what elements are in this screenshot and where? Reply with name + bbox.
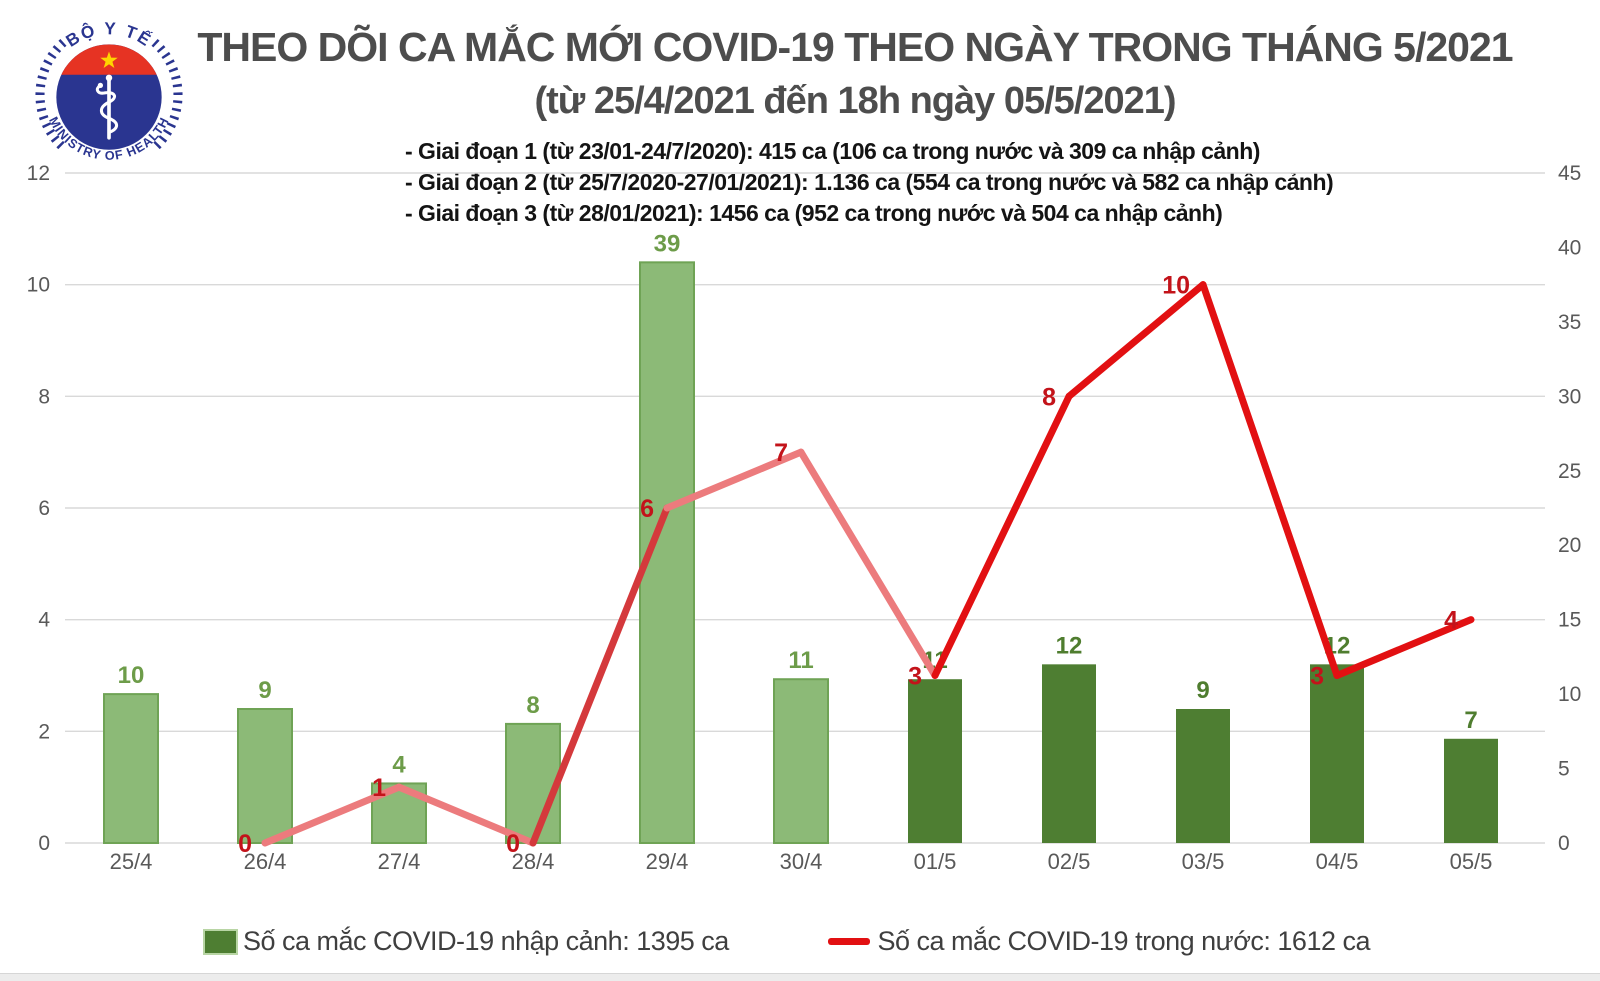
- y-tick-label-right: 30: [1558, 385, 1581, 408]
- line-value-label: 0: [238, 830, 252, 858]
- legend-bar-swatch-icon: [203, 928, 238, 955]
- line-value-label: 3: [1310, 663, 1324, 691]
- line-segment: [1199, 281, 1341, 679]
- y-tick-label-left: 0: [38, 832, 50, 855]
- bar-value-label: 11: [788, 647, 813, 674]
- line-segment: [1065, 281, 1207, 400]
- line-segment: [395, 783, 537, 847]
- x-tick-label: 04/5: [1316, 849, 1359, 874]
- line-segment: [797, 448, 939, 679]
- line-segment: [529, 504, 671, 847]
- y-tick-label-right: 45: [1558, 162, 1581, 185]
- x-tick-label: 26/4: [244, 849, 287, 874]
- x-tick-label: 28/4: [512, 849, 555, 874]
- x-tick-label: 25/4: [110, 849, 153, 874]
- line-segment: [663, 448, 805, 512]
- legend-label-imported: Số ca mắc COVID-19 nhập cảnh: 1395 ca: [243, 926, 729, 956]
- x-tick-label: 02/5: [1048, 849, 1091, 874]
- y-tick-label-left: 4: [38, 609, 50, 632]
- line-segment: [1333, 616, 1475, 679]
- phase-1-summary: - Giai đoạn 1 (từ 23/01-24/7/2020): 415 …: [405, 138, 1260, 164]
- bar: [1310, 664, 1364, 843]
- line-segment: [931, 392, 1073, 679]
- y-tick-label-left: 8: [38, 385, 50, 408]
- chart-legend: Số ca mắc COVID-19 nhập cảnh: 1395 ca Số…: [203, 926, 1370, 957]
- x-tick-label: 03/5: [1182, 849, 1225, 874]
- y-tick-label-left: 10: [27, 274, 50, 297]
- logo-snake-head: [97, 82, 104, 89]
- y-tick-label-right: 40: [1558, 236, 1581, 259]
- logo-snake-icon: [95, 84, 119, 135]
- line-value-label: 6: [640, 495, 654, 523]
- line-value-label: 3: [908, 663, 922, 691]
- cropped-bottom-edge: [0, 973, 1600, 981]
- bar-value-label: 9: [1196, 677, 1209, 704]
- line-segment: [261, 783, 403, 847]
- line-value-label: 10: [1162, 272, 1190, 300]
- bar: [237, 708, 293, 844]
- bar-value-label: 4: [392, 751, 406, 778]
- phase-3-summary: - Giai đoạn 3 (từ 28/01/2021): 1456 ca (…: [405, 200, 1223, 226]
- legend-item-domestic-cases: Số ca mắc COVID-19 trong nước: 1612 ca: [828, 926, 1370, 957]
- y-tick-label-right: 35: [1558, 311, 1581, 334]
- y-tick-label-right: 15: [1558, 609, 1581, 632]
- legend-line-swatch-icon: [828, 938, 871, 945]
- y-tick-label-right: 10: [1558, 683, 1581, 706]
- bar: [505, 722, 561, 845]
- logo-star-icon: [100, 51, 118, 68]
- bar: [908, 679, 962, 843]
- bar: [1444, 738, 1498, 843]
- legend-item-imported-cases: Số ca mắc COVID-19 nhập cảnh: 1395 ca: [203, 926, 729, 957]
- header-block: THEO DÕI CA MẮC MỚI COVID-19 THEO NGÀY T…: [190, 22, 1520, 124]
- bar: [773, 678, 829, 844]
- bar-value-label: 12: [1056, 632, 1083, 659]
- y-tick-label-right: 25: [1558, 460, 1581, 483]
- bar-value-label: 8: [526, 692, 539, 719]
- ministry-of-health-logo: BỘ Y TẾ MINISTRY OF HEALTH: [35, 18, 183, 163]
- bar-value-label: 10: [118, 662, 145, 689]
- y-tick-label-left: 12: [27, 162, 50, 185]
- y-tick-label-left: 6: [38, 497, 50, 520]
- page-subtitle: (từ 25/4/2021 đến 18h ngày 05/5/2021): [534, 80, 1176, 122]
- bar: [1176, 709, 1230, 843]
- x-tick-label: 27/4: [378, 849, 421, 874]
- bar-value-label: 9: [258, 677, 271, 704]
- logo-staff-knob: [105, 74, 113, 82]
- page-title: THEO DÕI CA MẮC MỚI COVID-19 THEO NGÀY T…: [197, 24, 1513, 70]
- y-tick-label-left: 2: [38, 720, 50, 743]
- line-value-label: 4: [1444, 607, 1458, 635]
- line-value-label: 1: [372, 774, 386, 802]
- bar: [103, 693, 159, 844]
- bar-value-label: 7: [1464, 707, 1477, 734]
- line-value-label: 8: [1042, 383, 1056, 411]
- y-tick-label-right: 5: [1558, 758, 1570, 781]
- y-tick-label-right: 0: [1558, 832, 1570, 855]
- y-tick-label-right: 20: [1558, 534, 1581, 557]
- x-tick-label: 01/5: [914, 849, 957, 874]
- line-value-label: 0: [506, 830, 520, 858]
- phase-summary: - Giai đoạn 1 (từ 23/01-24/7/2020): 415 …: [405, 136, 1334, 229]
- line-value-label: 7: [774, 439, 788, 467]
- x-tick-label: 30/4: [780, 849, 823, 874]
- x-tick-label: 29/4: [646, 849, 689, 874]
- x-tick-label: 05/5: [1450, 849, 1493, 874]
- legend-label-domestic: Số ca mắc COVID-19 trong nước: 1612 ca: [877, 926, 1370, 956]
- bar-value-label: 39: [654, 230, 681, 257]
- bar: [1042, 664, 1096, 843]
